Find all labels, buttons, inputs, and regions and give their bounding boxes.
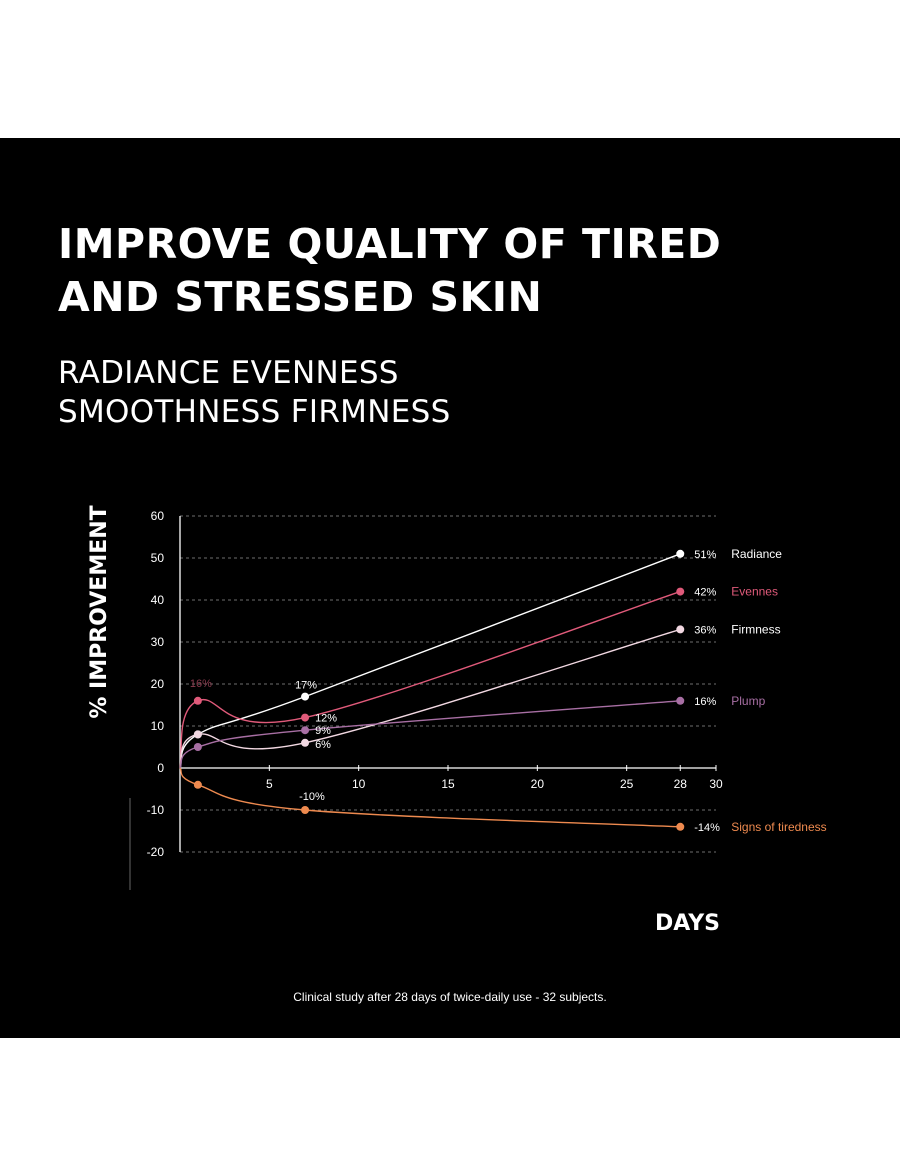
data-point xyxy=(193,730,202,739)
series-name-label: Radiance xyxy=(731,547,782,561)
x-tick-label: 15 xyxy=(441,777,455,791)
data-label: -10% xyxy=(299,791,325,803)
series-name-label: Firmness xyxy=(731,622,780,636)
data-point xyxy=(301,726,310,735)
subheadline-line-1: RADIANCE EVENNESS xyxy=(58,355,399,391)
data-label: 16% xyxy=(694,696,716,708)
y-tick-label: -20 xyxy=(147,845,165,859)
data-point xyxy=(676,587,685,596)
data-point xyxy=(301,806,310,814)
data-label: 51% xyxy=(694,549,716,561)
data-label: 17% xyxy=(295,680,317,692)
headline-line-2: AND STRESSED SKIN xyxy=(58,273,543,321)
y-tick-label: 60 xyxy=(151,509,165,523)
series-lines xyxy=(179,549,685,831)
headline: IMPROVE QUALITY OF TIRED AND STRESSED SK… xyxy=(58,218,721,324)
y-tick-label: 0 xyxy=(157,761,164,775)
data-point xyxy=(193,780,202,789)
y-tick-label: 30 xyxy=(151,635,165,649)
x-tick-label: 10 xyxy=(352,777,366,791)
headline-line-1: IMPROVE QUALITY OF TIRED xyxy=(58,220,722,268)
data-label: 36% xyxy=(694,624,716,636)
data-point xyxy=(301,713,310,722)
data-point xyxy=(676,625,685,634)
data-point xyxy=(676,822,685,831)
data-label: 6% xyxy=(315,739,331,751)
chart-panel: IMPROVE QUALITY OF TIRED AND STRESSED SK… xyxy=(0,138,900,1038)
data-label: -14% xyxy=(694,822,720,834)
data-labels: 17% 51% Radiance 16% 12% 42% Evennes 6% 36% Firmn… xyxy=(190,547,827,834)
series-line-signs-of-tiredness xyxy=(179,767,681,828)
footnote: Clinical study after 28 days of twice-da… xyxy=(293,990,607,1004)
line-chart: 60 50 40 30 20 10 0 -10 -20 5 10 15 20 25 28 30 DAYS % IM… xyxy=(87,505,827,936)
subheadline-line-2: SMOOTHNESS FIRMNESS xyxy=(58,394,451,430)
data-label: 16% xyxy=(190,678,212,690)
series-line-plump xyxy=(179,700,681,769)
data-point xyxy=(301,692,310,701)
data-point xyxy=(193,696,202,705)
data-point xyxy=(301,738,310,747)
y-tick-label: 40 xyxy=(151,593,165,607)
subheadline: RADIANCE EVENNESS SMOOTHNESS FIRMNESS xyxy=(58,354,451,432)
x-tick-label: 20 xyxy=(531,777,545,791)
series-line-evennes xyxy=(179,590,681,769)
data-label: 9% xyxy=(315,725,331,737)
data-point xyxy=(676,549,685,558)
series-name-label: Evennes xyxy=(731,585,778,599)
data-label: 12% xyxy=(315,713,337,725)
x-tick-label: 5 xyxy=(266,777,273,791)
gridlines xyxy=(180,515,716,853)
series-line-firmness xyxy=(179,628,681,769)
y-tick-label: -10 xyxy=(147,803,165,817)
y-tick-label: 10 xyxy=(151,719,165,733)
y-tick-label: 20 xyxy=(151,677,165,691)
data-point xyxy=(676,696,685,705)
data-label: 42% xyxy=(694,587,716,599)
series-name-label: Plump xyxy=(731,694,765,708)
y-tick-label: 50 xyxy=(151,551,165,565)
data-point xyxy=(193,743,202,751)
y-axis-title: % IMPROVEMENT xyxy=(87,505,112,718)
x-tick-label: 25 xyxy=(620,777,634,791)
axes: 60 50 40 30 20 10 0 -10 -20 5 10 15 20 25 28 30 DAYS % IM… xyxy=(87,505,723,936)
x-axis-title: DAYS xyxy=(655,911,720,936)
x-tick-label: 30 xyxy=(709,777,723,791)
x-tick-label: 28 xyxy=(674,777,688,791)
series-name-label: Signs of tiredness xyxy=(731,820,826,834)
